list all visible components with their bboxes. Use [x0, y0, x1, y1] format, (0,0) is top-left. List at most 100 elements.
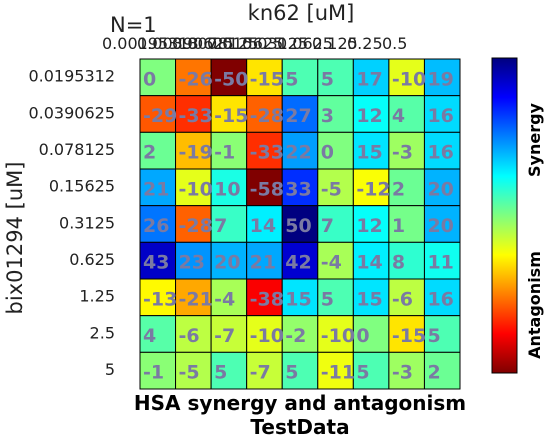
heatmap-cell-r1-c6 [352, 95, 390, 133]
y-tick-label: 0.15625 [49, 177, 115, 196]
cell-value-label: 14 [250, 215, 276, 237]
heatmap-cell-r7-c1 [175, 315, 212, 353]
cell-value-label: -10 [179, 178, 213, 200]
cell-value-label: 2 [143, 142, 156, 164]
cell-value-label: -13 [143, 288, 177, 310]
heatmap-cell-r8-c8 [423, 351, 461, 390]
cell-value-label: 14 [356, 252, 382, 274]
y-tick-labels: 0.0195312 0.0390625 0.078125 0.15625 0.3125 0… [28, 67, 115, 379]
heatmap-cell-r1-c7 [388, 95, 425, 133]
cell-value-label: -58 [250, 178, 284, 200]
heatmap-cells [139, 58, 461, 390]
cell-value-label: -4 [214, 288, 235, 310]
heatmap-cell-r3-c2 [210, 168, 248, 207]
y-tick-label: 1.25 [79, 287, 115, 306]
y-tick-label: 0.078125 [39, 140, 115, 159]
cell-value-label: -11 [321, 362, 355, 384]
cell-value-label: -33 [179, 105, 213, 127]
x-tick-label: 0.03125 [242, 34, 308, 53]
cell-value-label: 15 [356, 288, 382, 310]
heatmap-cell-r1-c5 [317, 95, 354, 133]
cell-value-label: 0 [143, 68, 156, 90]
cell-value-label: -5 [321, 178, 342, 200]
x-tick-label: 0.0078125 [172, 34, 259, 53]
cell-value-label: -4 [321, 252, 342, 274]
y-tick-label: 2.5 [90, 323, 115, 342]
heatmap-cell-r2-c6 [352, 131, 390, 170]
heatmap-cell-r0-c7 [388, 58, 425, 97]
x-tick-label: 0.00195313 [102, 34, 199, 53]
x-tick-labels: 0.001953130.003906250.00781250.0156250.0… [102, 34, 407, 53]
cell-value-label: -29 [143, 105, 177, 127]
cell-value-label: 4 [392, 105, 405, 127]
heatmap-cell-r6-c8 [423, 278, 461, 317]
cell-value-label: -6 [392, 288, 413, 310]
x-tick-label: 0.25 [347, 34, 383, 53]
cell-value-label: 7 [214, 215, 227, 237]
y-tick-label: 5 [105, 360, 115, 379]
chart-title: HSA synergy and antagonism [134, 391, 466, 415]
y-tick-label: 0.3125 [59, 213, 115, 232]
cell-value-label: 5 [285, 362, 298, 384]
heatmap-cell-r6-c1 [175, 278, 212, 317]
cell-value-label: 5 [285, 68, 298, 90]
cell-value-label: 12 [356, 215, 382, 237]
cell-value-label: 2 [392, 178, 405, 200]
cell-value-label: -21 [179, 288, 213, 310]
heatmap-cell-r2-c7 [388, 131, 425, 170]
cell-value-label: -5 [179, 362, 200, 384]
colorbar [491, 57, 518, 374]
cell-value-label: 1 [392, 215, 405, 237]
heatmap-cell-r3-c3 [246, 168, 283, 207]
cell-value-label: -15 [214, 105, 248, 127]
cell-value-label: 43 [143, 252, 169, 274]
heatmap-cell-r2-c8 [423, 131, 461, 170]
cell-value-label: 3 [321, 105, 334, 127]
heatmap-cell-r4-c6 [352, 205, 390, 243]
cell-value-label: 21 [143, 178, 169, 200]
cell-value-label: -1 [214, 142, 235, 164]
heatmap-cell-r5-c8 [423, 241, 461, 280]
heatmap-cell-r0-c8 [423, 58, 461, 97]
cell-value-label: -19 [179, 142, 213, 164]
cell-value-label: 19 [427, 68, 453, 90]
y-tick-label: 0.625 [69, 250, 115, 269]
chart-subtitle: TestData [250, 415, 349, 437]
cell-value-label: 20 [427, 215, 453, 237]
x-axis-title: kn62 [uM] [248, 1, 355, 25]
heatmap-cell-r3-c8 [423, 168, 461, 207]
cell-value-label: 5 [214, 362, 227, 384]
heatmap-cell-r4-c7 [388, 205, 425, 243]
colorbar-label-synergy: Synergy [525, 102, 544, 177]
cell-value-label: 15 [285, 288, 311, 310]
cell-value-label: 15 [356, 142, 382, 164]
cell-value-label: 7 [321, 215, 334, 237]
heatmap-cell-r6-c7 [388, 278, 425, 317]
cell-value-label: 33 [285, 178, 311, 200]
heatmap-cell-r8-c5 [317, 351, 354, 390]
cell-value-label: 0 [356, 325, 369, 347]
cell-value-label: -6 [179, 325, 200, 347]
cell-value-label: 17 [356, 68, 382, 90]
cell-value-label: 20 [427, 178, 453, 200]
heatmap-cell-r5-c5 [317, 241, 354, 280]
cell-value-label: -10 [392, 68, 426, 90]
heatmap-cell-r8-c6 [352, 351, 390, 390]
cell-value-label: 10 [214, 178, 240, 200]
x-tick-label: 0.00390625 [137, 34, 234, 53]
x-tick-label: 0.5 [382, 34, 407, 53]
heatmap-cell-r4-c4 [281, 205, 319, 243]
heatmap-cell-r2-c5 [317, 131, 354, 170]
cell-value-label: 8 [392, 252, 405, 274]
cell-value-label: 11 [427, 252, 453, 274]
heatmap-cell-r1-c3 [246, 95, 283, 133]
y-tick-label: 0.0195312 [28, 67, 115, 86]
heatmap-cell-r6-c3 [246, 278, 283, 317]
cell-value-label: -33 [250, 142, 284, 164]
cell-value-label: -12 [356, 178, 390, 200]
cell-value-label: 4 [143, 325, 156, 347]
heatmap-cell-r7-c0 [139, 315, 177, 353]
heatmap-cell-r8-c7 [388, 351, 425, 390]
heatmap-cell-r1-c2 [210, 95, 248, 133]
heatmap-cell-r0-c1 [175, 58, 212, 97]
